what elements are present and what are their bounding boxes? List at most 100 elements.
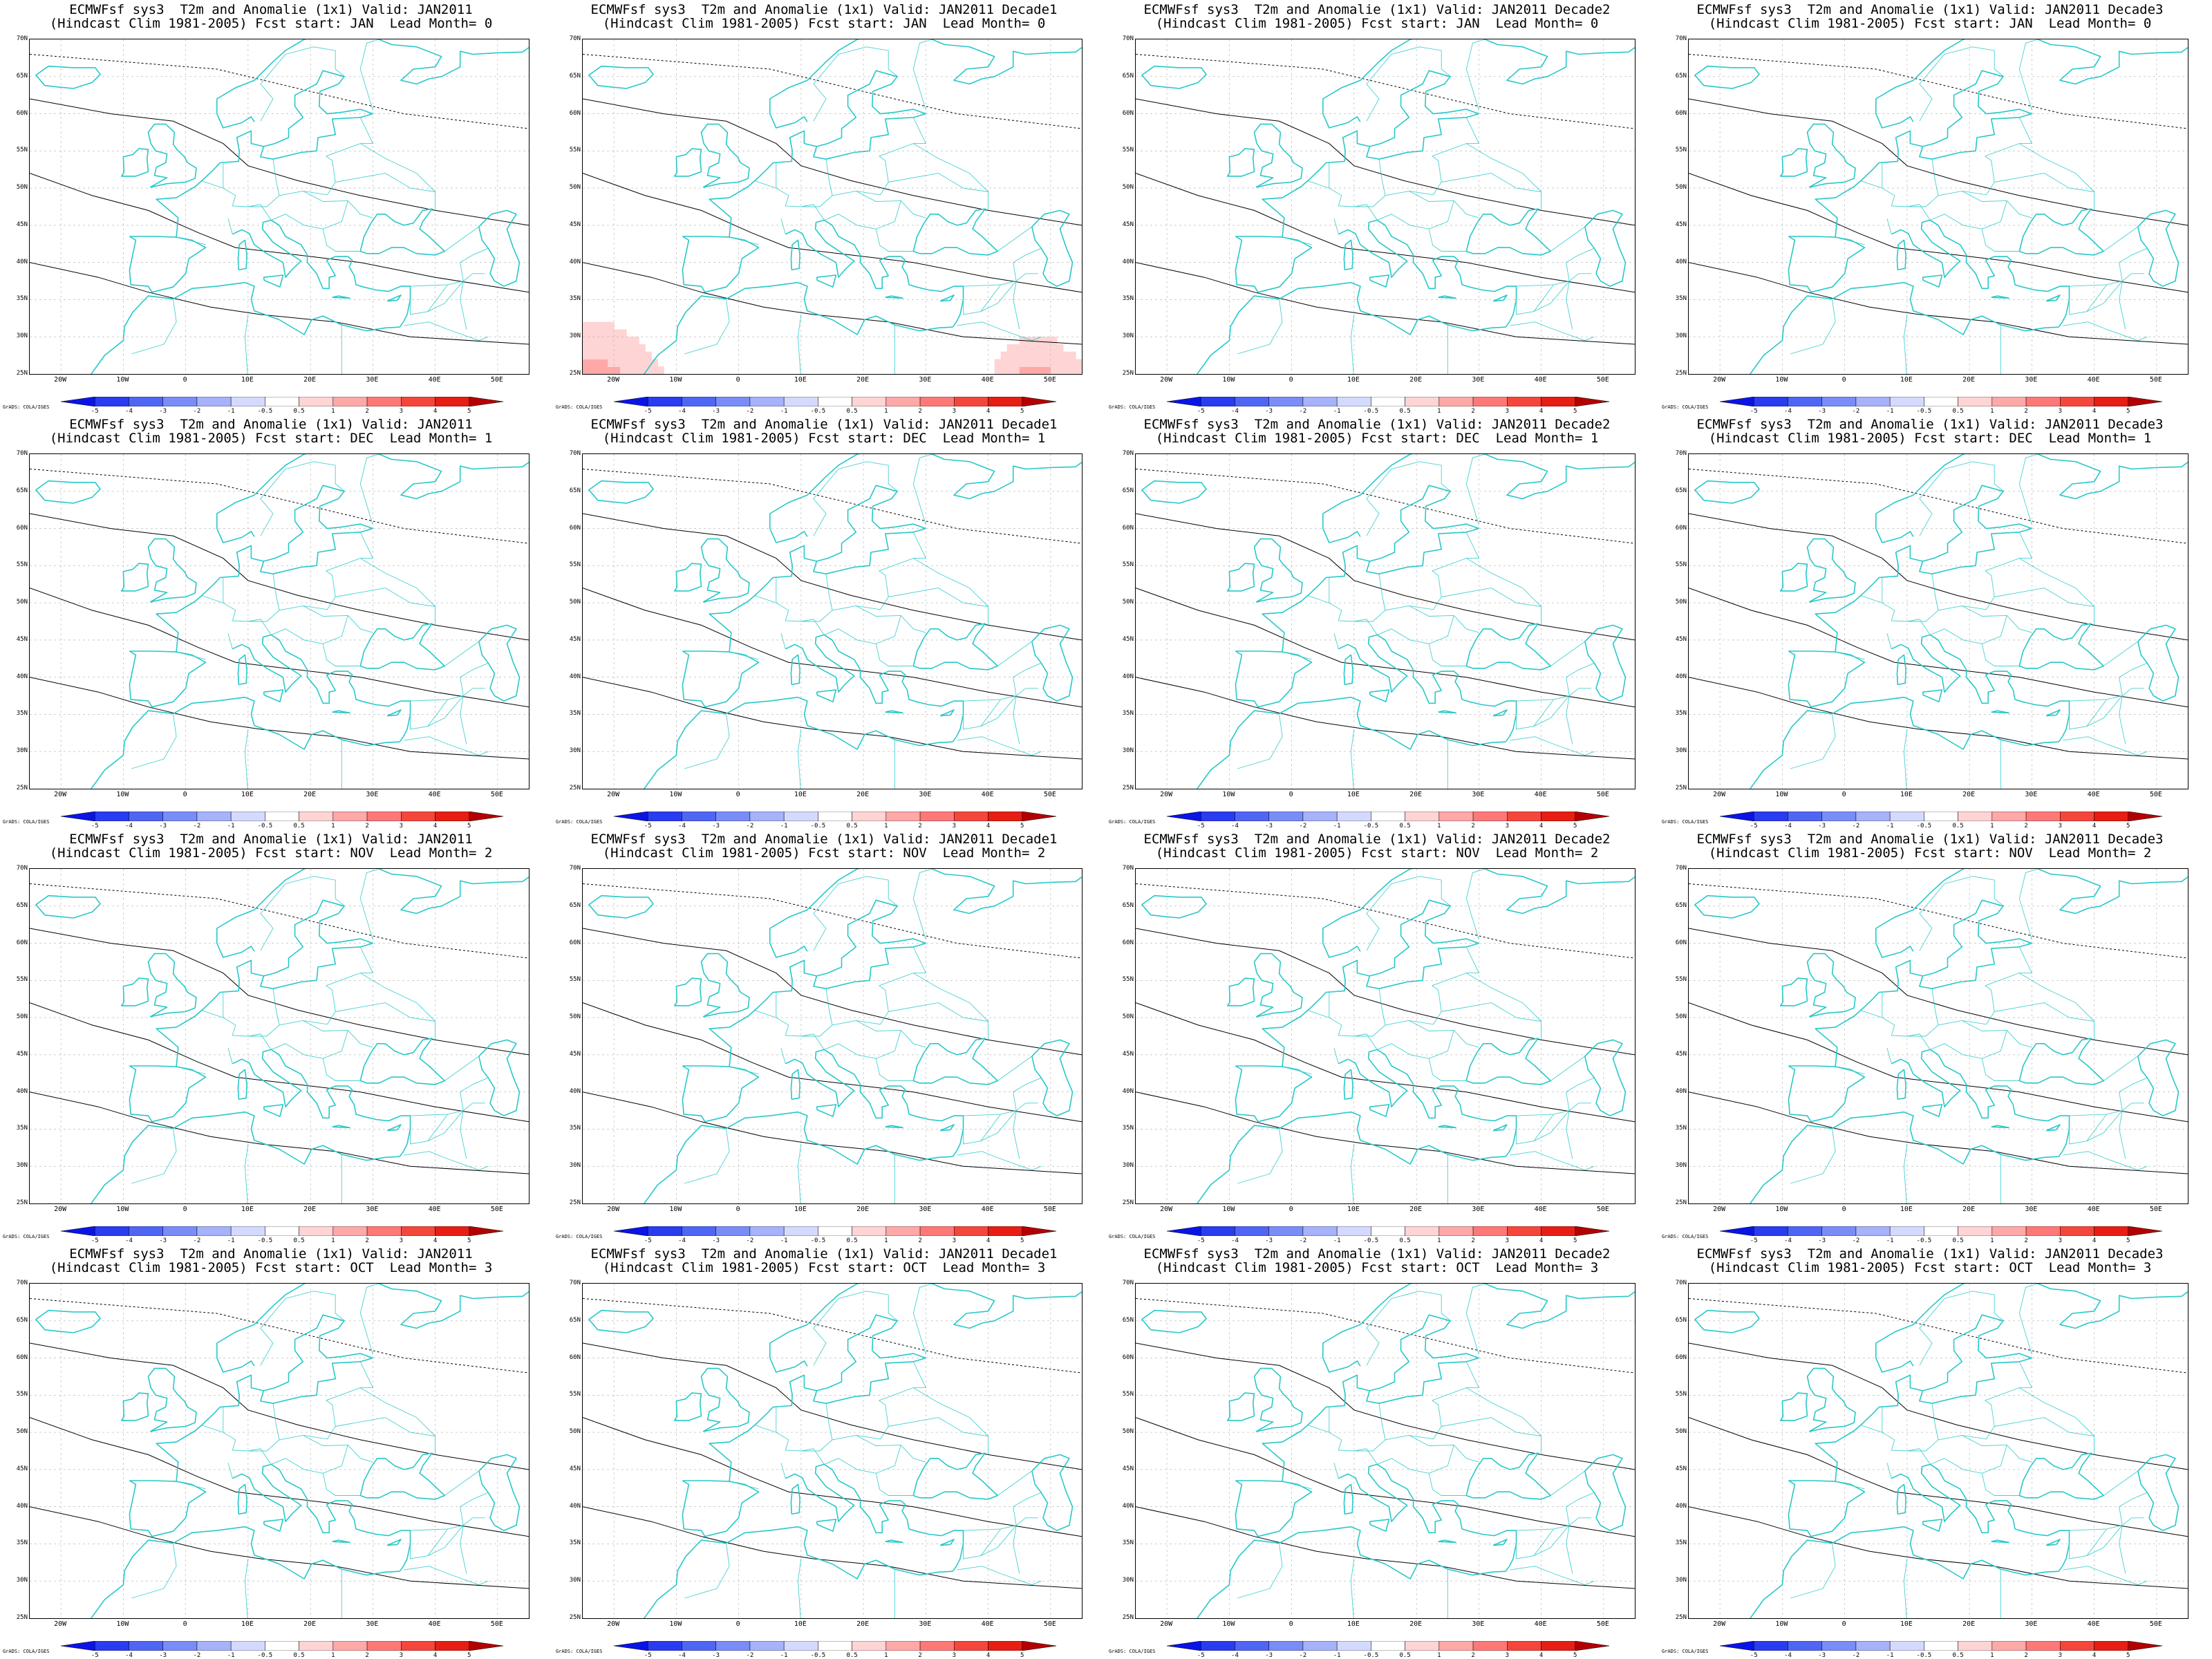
longitude-label: 10E	[1347, 376, 1360, 384]
graticule	[30, 39, 529, 374]
colorbar-label: 4	[433, 408, 438, 415]
latitude-label: 40N	[16, 258, 28, 265]
longitude-label: 10W	[669, 791, 682, 798]
longitude-label: 0	[1841, 791, 1846, 798]
temperature-contours	[1689, 54, 2188, 345]
latitude-label: 50N	[16, 1013, 28, 1021]
colorbar-swatch	[1575, 1226, 1609, 1236]
colorbar-swatch	[299, 1226, 334, 1236]
colorbar-swatch	[1855, 1641, 1891, 1651]
colorbar	[1167, 397, 1609, 406]
latitude-label: 65N	[569, 901, 581, 909]
longitude-label: 30E	[2025, 376, 2038, 384]
colorbar-swatch	[1889, 397, 1924, 406]
colorbar-label: -2	[746, 1237, 754, 1244]
colorbar-label: 4	[433, 1237, 438, 1244]
colorbar-swatch	[1507, 1226, 1541, 1236]
colorbar-swatch	[2094, 397, 2129, 406]
graticule	[1136, 39, 1635, 374]
colorbar-label: 5	[1020, 1652, 1024, 1659]
colorbar-label: 4	[1539, 408, 1544, 415]
latitude-label: 40N	[1122, 1087, 1134, 1095]
anomaly-map	[1135, 1283, 1635, 1619]
latitude-label: 45N	[1675, 1050, 1687, 1058]
colorbar-label: 1	[1990, 1652, 1994, 1659]
colorbar-swatch	[129, 397, 163, 406]
colorbar-swatch	[1302, 1226, 1338, 1236]
anomaly-map	[582, 868, 1082, 1204]
colorbar-label: -2	[1299, 823, 1307, 830]
graticule	[1689, 454, 2188, 789]
colorbar-label: -5	[1197, 1237, 1205, 1244]
colorbar-label: -0.5	[1916, 408, 1932, 415]
colorbar-swatch	[885, 397, 921, 406]
colorbar-swatch	[988, 1641, 1023, 1651]
colorbar-swatch	[2128, 1641, 2162, 1651]
longitude-label: 30E	[2025, 791, 2038, 798]
colorbar-swatch	[1405, 397, 1440, 406]
temperature-contours	[1689, 469, 2188, 760]
colorbar-label: -0.5	[257, 1237, 273, 1244]
longitude-label: 30E	[366, 1620, 379, 1628]
colorbar-swatch	[1788, 1641, 1822, 1651]
colorbar	[1720, 1641, 2162, 1651]
grads-credit: GrADS: COLA/IGES	[1662, 1234, 1709, 1239]
country-borders	[131, 1284, 489, 1618]
colorbar-swatch	[230, 1226, 265, 1236]
colorbar-swatch	[1472, 397, 1508, 406]
latitude-label: 60N	[569, 1353, 581, 1361]
latitude-label: 40N	[1675, 673, 1687, 680]
latitude-label: 55N	[1122, 976, 1134, 984]
latitude-label: 35N	[569, 1125, 581, 1132]
longitude-label: 20E	[856, 376, 870, 384]
latitude-label: 25N	[569, 370, 581, 377]
latitude-label: 55N	[1122, 1391, 1134, 1398]
forecast-panel: ECMWFsf sys3 T2m and Anomalie (1x1) Vali…	[1, 830, 541, 1244]
latitude-label: 50N	[1122, 1013, 1134, 1021]
colorbar-swatch	[1022, 1641, 1056, 1651]
latitude-label: 55N	[1675, 147, 1687, 154]
colorbar-swatch	[749, 397, 785, 406]
longitude-label: 40E	[2087, 1206, 2100, 1213]
longitude-label: 10E	[1347, 791, 1360, 798]
colorbar-swatch	[1720, 1226, 1754, 1236]
colorbar-swatch	[1200, 1226, 1235, 1236]
colorbar-swatch	[1022, 812, 1056, 821]
colorbar-label: 1	[1990, 408, 1994, 415]
colorbar-label: 4	[2092, 1652, 2097, 1659]
colorbar-swatch	[1200, 1641, 1235, 1651]
longitude-label: 40E	[1534, 376, 1547, 384]
colorbar-swatch	[366, 1641, 402, 1651]
latitude-label: 65N	[16, 1316, 28, 1324]
latitude-label: 35N	[1675, 710, 1687, 718]
colorbar-swatch	[1924, 1226, 1958, 1236]
colorbar-label: 3	[399, 823, 403, 830]
latitude-label: 30N	[16, 747, 28, 755]
colorbar-swatch	[885, 1641, 921, 1651]
latitude-label: 35N	[569, 1539, 581, 1547]
panel-title: ECMWFsf sys3 T2m and Anomalie (1x1) Vali…	[590, 1246, 1058, 1262]
colorbar-label: -2	[1299, 1652, 1307, 1659]
colorbar-label: -2	[193, 1237, 201, 1244]
colorbar-swatch	[919, 1226, 955, 1236]
colorbar-swatch	[682, 1226, 716, 1236]
latitude-label: 60N	[1675, 1353, 1687, 1361]
latitude-label: 30N	[1675, 747, 1687, 755]
coastlines	[1141, 454, 1635, 789]
colorbar-swatch	[401, 812, 435, 821]
colorbar-label: -2	[193, 408, 201, 415]
colorbar-label: -4	[678, 1652, 686, 1659]
colorbar-swatch	[265, 397, 299, 406]
colorbar-swatch	[1788, 1226, 1822, 1236]
longitude-label: 40E	[428, 1206, 441, 1213]
longitude-label: 20W	[1160, 1620, 1173, 1628]
country-borders	[684, 454, 1042, 789]
latitude-label: 45N	[1122, 635, 1134, 643]
colorbar-label: -5	[1197, 1652, 1205, 1659]
colorbar-label: -2	[1852, 408, 1860, 415]
colorbar-swatch	[469, 1226, 503, 1236]
colorbar-swatch	[1991, 1641, 2027, 1651]
forecast-panel: ECMWFsf sys3 T2m and Anomalie (1x1) Vali…	[1660, 415, 2200, 830]
colorbar-label: 4	[986, 823, 991, 830]
longitude-label: 10E	[794, 1620, 807, 1628]
